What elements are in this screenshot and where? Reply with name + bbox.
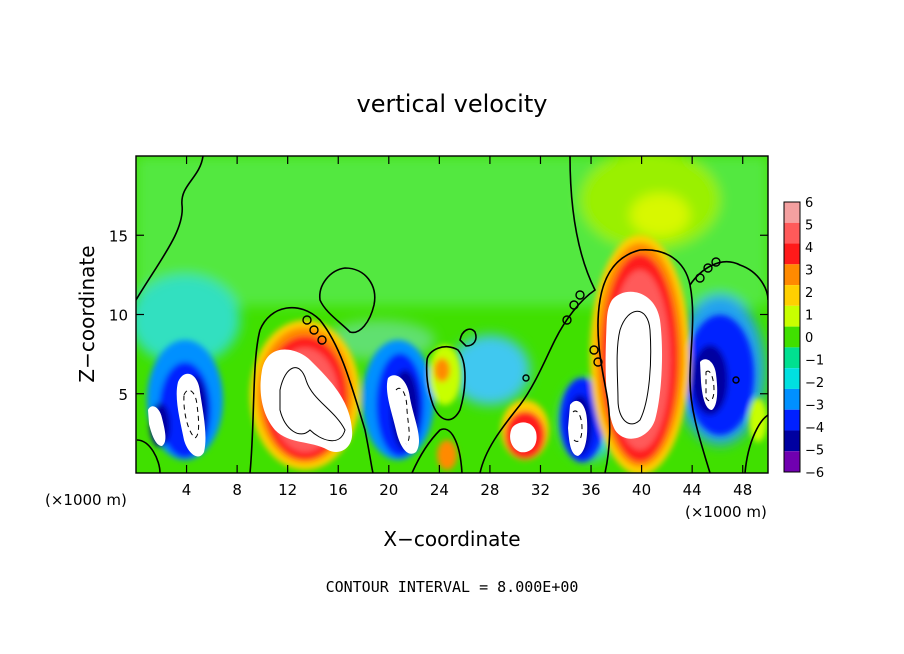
core-layer xyxy=(148,291,718,457)
x-tick-label: 20 xyxy=(379,481,398,499)
y-tick-label: 15 xyxy=(109,227,128,245)
colorbar-frame xyxy=(783,201,801,473)
y-tick-label: 5 xyxy=(118,386,128,404)
x-tick-label: 40 xyxy=(632,481,651,499)
colorbar-label: −1 xyxy=(805,354,824,369)
colorbar-label: −3 xyxy=(805,399,824,414)
colorbar-swatch xyxy=(784,368,800,389)
colorbar-label: 5 xyxy=(805,219,813,234)
x-tick-label: 16 xyxy=(329,481,348,499)
colorbar-swatch xyxy=(784,409,800,431)
contour-interval-note: CONTOUR INTERVAL = 8.000E+00 xyxy=(326,578,579,596)
x-axis: 4 8 12 16 20 24 28 32 36 40 44 48 xyxy=(182,156,752,499)
x-tick-label: 32 xyxy=(531,481,550,499)
colorbar-swatch xyxy=(784,388,800,410)
x-tick-label: 28 xyxy=(480,481,499,499)
x-unit-left: (×1000 m) xyxy=(45,491,127,509)
x-tick-label: 8 xyxy=(232,481,242,499)
y-axis: 5 10 15 xyxy=(109,227,768,404)
colorbar-label: 0 xyxy=(805,331,813,346)
colorbar-swatch xyxy=(784,347,800,369)
colorbar: 6 5 4 3 2 1 0 −1 −2 −3 −4 −5 −6 xyxy=(783,196,824,481)
colorbar-swatch xyxy=(784,264,800,286)
plot-area xyxy=(136,156,768,473)
y-axis-label: Z−coordinate xyxy=(75,245,99,382)
small-contour-rings xyxy=(302,257,740,384)
colorbar-label: −5 xyxy=(805,444,824,459)
colorbar-label: −4 xyxy=(805,421,824,436)
colorbar-label: 3 xyxy=(805,264,813,279)
x-tick-label: 4 xyxy=(182,481,192,499)
contour-lines xyxy=(136,156,768,473)
x-tick-label: 24 xyxy=(430,481,449,499)
colorbar-swatch xyxy=(784,243,800,265)
x-axis-label: X−coordinate xyxy=(383,527,520,551)
inner-contours xyxy=(279,310,652,442)
colorbar-swatch xyxy=(784,305,800,327)
colorbar-swatch xyxy=(784,326,800,348)
chart-title: vertical velocity xyxy=(357,90,548,118)
x-tick-label: 12 xyxy=(278,481,297,499)
colorbar-swatch xyxy=(784,451,800,472)
colorbar-swatch xyxy=(784,202,800,223)
colorbar-swatch xyxy=(784,430,800,452)
colorbar-label: 1 xyxy=(805,309,813,324)
x-tick-label: 36 xyxy=(581,481,600,499)
colorbar-label: −2 xyxy=(805,376,824,391)
colorbar-label: 6 xyxy=(805,196,813,211)
x-tick-label: 48 xyxy=(733,481,752,499)
negative-contours xyxy=(183,370,715,445)
colorbar-swatch xyxy=(784,222,800,244)
colorbar-swatch xyxy=(784,285,800,306)
x-unit-right: (×1000 m) xyxy=(685,503,767,521)
colorbar-label: −6 xyxy=(805,466,824,481)
colorbar-label: 4 xyxy=(805,241,813,256)
y-tick-label: 10 xyxy=(109,307,128,325)
x-tick-label: 44 xyxy=(683,481,702,499)
colorbar-label: 2 xyxy=(805,286,813,301)
